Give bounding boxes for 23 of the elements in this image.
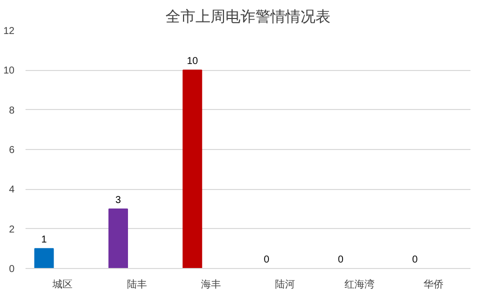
x-tick-label: 红海湾 <box>344 278 374 290</box>
x-tick-label: 陆河 <box>275 278 296 290</box>
data-label: 0 <box>412 254 418 266</box>
data-label: 0 <box>264 254 270 266</box>
chart-title: 全市上周电诈警情情况表 <box>166 8 330 26</box>
y-tick-label: 10 <box>3 66 15 77</box>
y-tick-label: 4 <box>8 184 15 196</box>
data-label: 3 <box>115 195 122 206</box>
x-tick-label: 海丰 <box>200 278 221 290</box>
bar <box>34 248 54 268</box>
x-tick-label: 陆丰 <box>126 278 147 290</box>
bar <box>182 70 202 268</box>
y-tick-label: 2 <box>8 224 15 236</box>
data-label: 10 <box>186 56 198 68</box>
y-tick-label: 8 <box>8 105 15 116</box>
x-tick-label: 城区 <box>52 278 73 290</box>
y-tick-label: 6 <box>8 145 15 156</box>
data-label: 1 <box>41 234 48 246</box>
bar <box>108 208 128 268</box>
y-tick-label: 0 <box>8 264 15 275</box>
data-label: 0 <box>338 254 344 266</box>
y-tick-label: 12 <box>3 26 15 37</box>
x-tick-label: 华侨 <box>423 278 444 290</box>
